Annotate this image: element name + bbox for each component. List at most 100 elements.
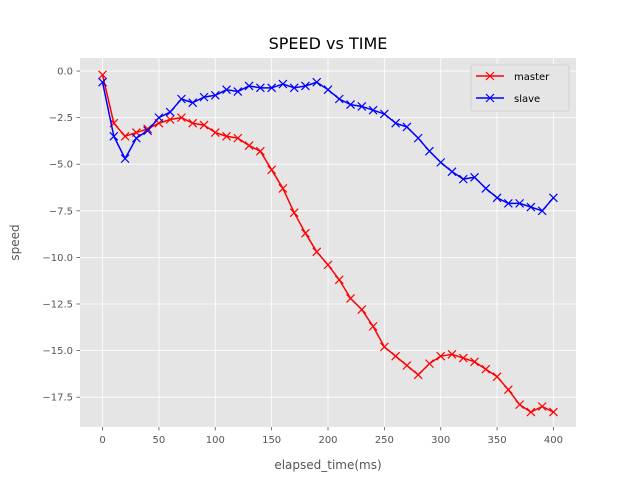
x-tick-label: 300 bbox=[431, 435, 450, 446]
data-point bbox=[413, 133, 423, 143]
data-point bbox=[233, 133, 243, 143]
legend-label-master: master bbox=[514, 72, 550, 83]
data-point bbox=[379, 342, 389, 352]
series-master bbox=[98, 70, 558, 417]
data-point bbox=[323, 85, 333, 95]
data-point bbox=[278, 184, 288, 193]
data-point bbox=[334, 275, 344, 285]
data-point bbox=[244, 81, 254, 91]
data-point bbox=[210, 90, 220, 100]
data-point bbox=[368, 105, 378, 115]
data-point bbox=[537, 206, 547, 216]
data-point bbox=[289, 208, 299, 218]
data-point bbox=[391, 351, 401, 361]
data-point bbox=[120, 131, 130, 141]
legend-label-slave: slave bbox=[514, 94, 540, 105]
x-tick-label: 350 bbox=[488, 435, 507, 446]
chart-title: SPEED vs TIME bbox=[269, 34, 388, 53]
data-point bbox=[526, 407, 536, 417]
data-point bbox=[402, 361, 412, 370]
x-tick-label: 50 bbox=[153, 435, 166, 446]
x-tick-label: 100 bbox=[206, 435, 225, 446]
data-point bbox=[165, 107, 175, 117]
data-point bbox=[210, 128, 220, 137]
y-tick-label: 0.0 bbox=[57, 67, 73, 78]
data-point bbox=[267, 83, 277, 93]
data-point bbox=[301, 81, 310, 91]
y-tick-label: −10.0 bbox=[42, 253, 73, 264]
data-point bbox=[312, 247, 322, 257]
data-point bbox=[199, 120, 209, 130]
data-point bbox=[436, 351, 446, 361]
series-slave bbox=[98, 77, 558, 216]
x-axis-label: elapsed_time(ms) bbox=[274, 458, 381, 472]
data-point bbox=[368, 321, 378, 331]
x-tick-label: 0 bbox=[99, 435, 105, 446]
data-point bbox=[447, 167, 457, 177]
data-point bbox=[188, 98, 198, 108]
y-tick-label: −17.5 bbox=[42, 393, 73, 404]
data-point bbox=[503, 385, 513, 395]
x-tick-label: 400 bbox=[544, 435, 563, 446]
data-point bbox=[357, 102, 367, 111]
tick-labels: 0 50 100 150 200 250 300 350 400 0.0 −2.5 −5.0 −7.5 −… bbox=[42, 67, 563, 446]
data-point bbox=[346, 100, 355, 110]
data-point bbox=[503, 198, 513, 208]
data-point bbox=[301, 228, 310, 238]
data-point bbox=[425, 146, 434, 156]
data-point bbox=[458, 353, 468, 363]
data-point bbox=[458, 174, 468, 184]
data-point bbox=[481, 364, 491, 374]
data-point bbox=[255, 146, 265, 156]
data-point bbox=[98, 70, 107, 80]
data-point bbox=[447, 349, 457, 359]
legend-marker-master bbox=[485, 71, 495, 81]
data-point bbox=[334, 94, 344, 104]
data-point bbox=[199, 92, 209, 102]
data-point bbox=[549, 407, 558, 417]
data-point bbox=[177, 113, 186, 123]
data-point bbox=[177, 94, 186, 104]
data-point bbox=[278, 79, 288, 89]
data-point bbox=[244, 141, 254, 151]
data-point bbox=[143, 126, 153, 136]
data-point bbox=[131, 133, 141, 143]
data-point bbox=[391, 118, 401, 128]
data-point bbox=[222, 85, 231, 95]
data-point bbox=[470, 172, 479, 182]
x-tick-label: 150 bbox=[262, 435, 281, 446]
y-tick-label: −15.0 bbox=[42, 346, 73, 357]
data-point bbox=[222, 131, 231, 141]
data-point bbox=[346, 293, 355, 303]
legend: master slave bbox=[470, 64, 570, 112]
legend-marker-slave bbox=[485, 93, 495, 103]
data-point bbox=[515, 198, 525, 208]
y-tick-label: −7.5 bbox=[49, 206, 73, 217]
data-point bbox=[492, 193, 502, 203]
data-point bbox=[143, 124, 153, 134]
x-tick-label: 200 bbox=[318, 435, 337, 446]
data-point bbox=[537, 402, 547, 411]
data-point bbox=[549, 193, 558, 203]
data-point bbox=[188, 118, 198, 128]
data-point bbox=[255, 83, 265, 93]
y-axis-label: speed bbox=[8, 224, 22, 260]
data-point bbox=[413, 370, 423, 380]
data-point bbox=[357, 305, 367, 315]
data-point bbox=[323, 260, 333, 270]
data-point bbox=[109, 131, 119, 141]
data-point bbox=[165, 115, 175, 124]
y-tick-label: −2.5 bbox=[49, 113, 73, 124]
data-point bbox=[515, 400, 525, 410]
series-layer bbox=[98, 70, 558, 417]
data-point bbox=[379, 109, 389, 119]
data-point bbox=[154, 113, 164, 123]
data-point bbox=[120, 154, 130, 164]
data-point bbox=[98, 77, 107, 87]
data-point bbox=[481, 184, 491, 193]
data-point bbox=[402, 122, 412, 132]
data-point bbox=[425, 359, 434, 369]
x-tick-label: 250 bbox=[375, 435, 394, 446]
y-tick-label: −12.5 bbox=[42, 300, 73, 311]
